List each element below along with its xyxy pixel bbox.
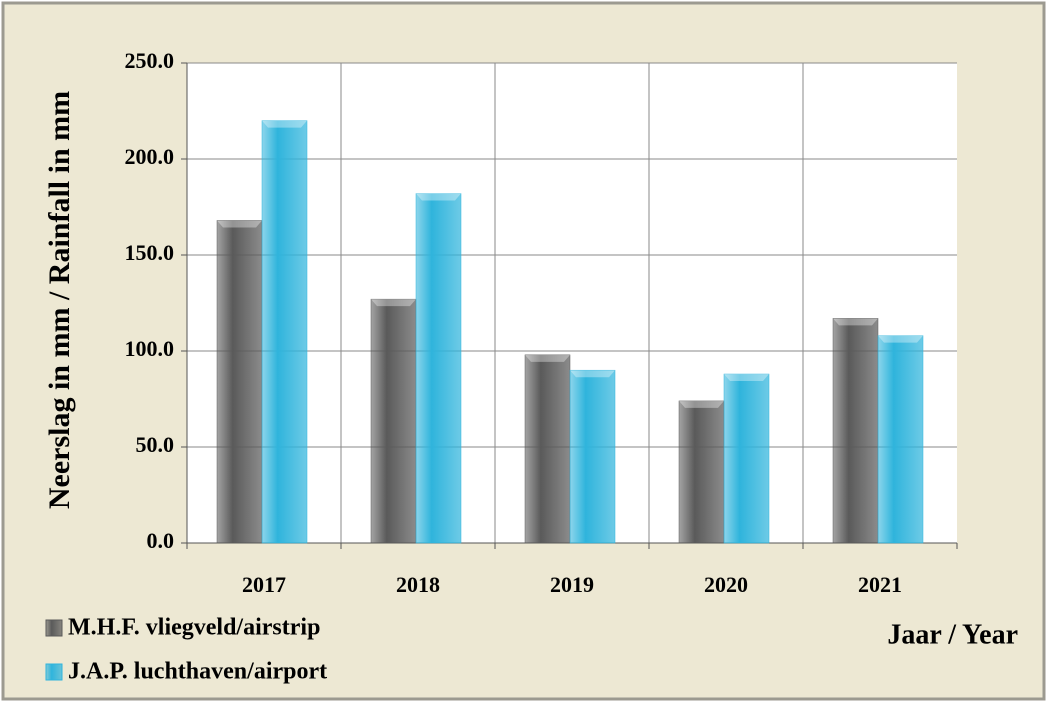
legend-swatch <box>45 619 63 637</box>
bar <box>723 373 770 544</box>
y-tick-label: 200.0 <box>125 144 175 169</box>
bar-top-bevel <box>878 335 923 343</box>
bar <box>678 400 725 544</box>
bar-top-bevel <box>570 370 615 378</box>
bar-top-bevel <box>724 374 769 382</box>
bar-top-bevel <box>679 400 724 408</box>
y-tick-label: 50.0 <box>136 432 175 457</box>
bar <box>524 354 571 544</box>
legend-label: M.H.F. vliegveld/airstrip <box>68 615 320 641</box>
bar-top-bevel <box>262 120 307 128</box>
legend-swatch <box>45 663 63 681</box>
bar <box>569 369 616 544</box>
y-tick-label: 250.0 <box>125 48 175 73</box>
x-tick-label: 2018 <box>396 572 440 597</box>
bar-top-bevel <box>416 193 461 201</box>
bar <box>877 335 924 544</box>
bar-top-bevel <box>833 318 878 326</box>
bar <box>216 220 263 544</box>
y-tick-label: 0.0 <box>147 528 175 553</box>
x-tick-label: 2017 <box>242 572 286 597</box>
x-tick-label: 2020 <box>704 572 748 597</box>
bar-top-bevel <box>371 299 416 307</box>
y-axis-label: Neerslag in mm / Rainfall in mm <box>43 91 76 509</box>
y-tick-label: 100.0 <box>125 336 175 361</box>
y-tick-label: 150.0 <box>125 240 175 265</box>
bar <box>261 120 308 544</box>
bar-top-bevel <box>217 220 262 228</box>
bar <box>415 193 462 544</box>
x-tick-label: 2021 <box>858 572 902 597</box>
bar <box>832 318 879 544</box>
legend-label: J.A.P. luchthaven/airport <box>68 659 327 685</box>
x-tick-label: 2019 <box>550 572 594 597</box>
bar <box>370 298 417 544</box>
bar-top-bevel <box>525 354 570 362</box>
x-axis-label: Jaar / Year <box>887 619 1018 650</box>
